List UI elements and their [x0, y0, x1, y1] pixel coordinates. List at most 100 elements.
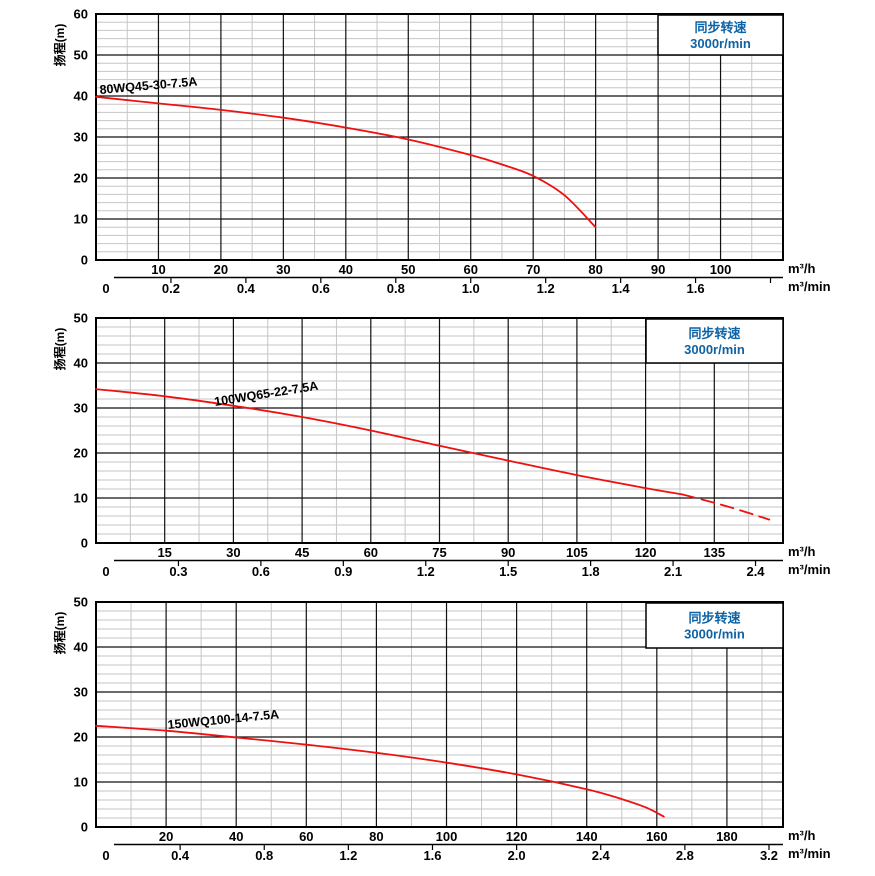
x-tick-label-m3h: 30	[226, 545, 240, 560]
y-axis-labels: 0 10 20 30 40 50 60 扬程(m)	[52, 7, 88, 268]
x-tick-label-m3h: 80	[588, 262, 602, 277]
x-tick-label-m3min: 3.2	[760, 848, 778, 863]
x-tick-label-m3min: 2.4	[592, 848, 611, 863]
x-tick-label-m3min: 2.0	[508, 848, 526, 863]
x-tick-label-m3h: 120	[635, 545, 657, 560]
speed-note-line2: 3000r/min	[690, 36, 751, 51]
y-tick-label: 10	[74, 212, 88, 227]
x-tick-label-m3min: 1.2	[339, 848, 357, 863]
x-tick-label-m3h: 60	[463, 262, 477, 277]
x-tick-label-m3min: 1.8	[582, 564, 600, 579]
y-axis-title: 扬程(m)	[52, 328, 67, 371]
pump-curve-dashed-tail	[681, 493, 771, 521]
x-axis-secondary: 0 0.2 0.4 0.6 0.8 1.0 1.2 1.4 1.6 m³/min	[102, 276, 831, 296]
plot-border	[95, 601, 784, 828]
x-tick-label-m3h: 45	[295, 545, 309, 560]
x-tick-label-m3h: 30	[276, 262, 290, 277]
x-tick-label-m3min: 1.6	[423, 848, 441, 863]
y-tick-label: 20	[74, 171, 88, 186]
speed-note-line1: 同步转速	[688, 326, 740, 341]
y-axis-labels: 0 10 20 30 40 50 扬程(m)	[52, 595, 88, 835]
speed-note-line1: 同步转速	[694, 20, 746, 35]
y-tick-label: 0	[81, 253, 88, 268]
x-tick-label-m3h: 100	[710, 262, 732, 277]
speed-note-line1: 同步转速	[688, 611, 740, 626]
y-tick-label: 30	[74, 685, 88, 700]
x-axis-unit-m3h: m³/h	[788, 828, 816, 843]
chart-3: 150WQ100-14-7.5A同步转速3000r/min01020304050…	[52, 595, 831, 864]
speed-note-frame	[645, 318, 784, 364]
y-tick-label: 20	[74, 730, 88, 745]
x-axis-primary-labels: 20 40 60 80 100 120 140 160 180 m³/h	[159, 828, 816, 844]
x-tick-label-m3h: 60	[364, 545, 378, 560]
x-tick-label-m3min: 0.6	[252, 564, 270, 579]
x-tick-label-m3min: 1.2	[537, 281, 555, 296]
x-tick-label-m3min: 0.3	[169, 564, 187, 579]
curve-model-label: 100WQ65-22-7.5A	[213, 379, 319, 409]
y-tick-label: 50	[74, 595, 88, 610]
x-tick-label-m3min: 1.4	[612, 281, 631, 296]
x-tick-label-m3h: 105	[566, 545, 588, 560]
x-tick-label-m3h: 40	[339, 262, 353, 277]
pump-curve	[95, 388, 684, 496]
x-axis-unit-m3min: m³/min	[788, 846, 831, 861]
x-tick-label-m3min: 2.1	[664, 564, 682, 579]
x-tick-label-m3h: 120	[506, 829, 528, 844]
y-axis-labels: 0 10 20 30 40 50 扬程(m)	[52, 311, 88, 551]
x-tick-label-m3min: 0.8	[387, 281, 405, 296]
speed-note-frame	[645, 602, 784, 649]
x-axis-secondary: 0 0.3 0.6 0.9 1.2 1.5 1.8 2.1 2.4 m³/min	[102, 559, 831, 579]
x-tick-label-m3min: 0	[102, 848, 109, 863]
x-tick-label-m3min: 0.4	[237, 281, 256, 296]
plot-border	[95, 317, 784, 544]
y-tick-label: 40	[74, 89, 88, 104]
x-tick-label-m3h: 15	[157, 545, 171, 560]
x-tick-label-m3min: 0.6	[312, 281, 330, 296]
grid-major	[96, 602, 783, 827]
x-tick-label-m3min: 1.6	[687, 281, 705, 296]
x-tick-label-m3min: 1.2	[417, 564, 435, 579]
y-axis-title: 扬程(m)	[52, 24, 67, 67]
x-tick-label-m3h: 40	[229, 829, 243, 844]
x-tick-label-m3min: 0.8	[255, 848, 273, 863]
x-axis-secondary: 0 0.4 0.8 1.2 1.6 2.0 2.4 2.8 3.2 m³/min	[102, 843, 831, 863]
x-axis-primary-labels: 10 20 30 40 50 60 70 80 90 100 m³/h	[151, 261, 815, 277]
x-tick-label-m3min: 0	[102, 281, 109, 296]
x-tick-label-m3min: 2.8	[676, 848, 694, 863]
pump-curve	[95, 95, 597, 229]
speed-note-line2: 3000r/min	[684, 627, 745, 642]
y-tick-label: 30	[74, 401, 88, 416]
grid-major	[96, 14, 783, 260]
x-tick-label-m3h: 60	[299, 829, 313, 844]
x-tick-label-m3h: 140	[576, 829, 598, 844]
x-tick-label-m3min: 2.4	[746, 564, 765, 579]
speed-note-frame	[657, 14, 784, 56]
x-tick-label-m3min: 0.2	[162, 281, 180, 296]
x-tick-label-m3h: 100	[436, 829, 458, 844]
y-tick-label: 0	[81, 820, 88, 835]
y-axis-title: 扬程(m)	[52, 612, 67, 655]
plot-border	[95, 13, 784, 261]
x-tick-label-m3h: 135	[703, 545, 725, 560]
x-tick-label-m3h: 180	[716, 829, 738, 844]
x-tick-label-m3h: 10	[151, 262, 165, 277]
pump-curve	[95, 724, 665, 818]
x-tick-label-m3min: 0.4	[171, 848, 190, 863]
y-tick-label: 50	[74, 311, 88, 326]
x-axis-unit-m3min: m³/min	[788, 279, 831, 294]
x-tick-label-m3h: 20	[214, 262, 228, 277]
speed-note-line2: 3000r/min	[684, 342, 745, 357]
y-tick-label: 30	[74, 130, 88, 145]
x-tick-label-m3min: 1.0	[462, 281, 480, 296]
x-axis-unit-m3min: m³/min	[788, 562, 831, 577]
y-tick-label: 10	[74, 775, 88, 790]
x-tick-label-m3min: 0.9	[334, 564, 352, 579]
y-tick-label: 0	[81, 536, 88, 551]
y-tick-label: 40	[74, 640, 88, 655]
